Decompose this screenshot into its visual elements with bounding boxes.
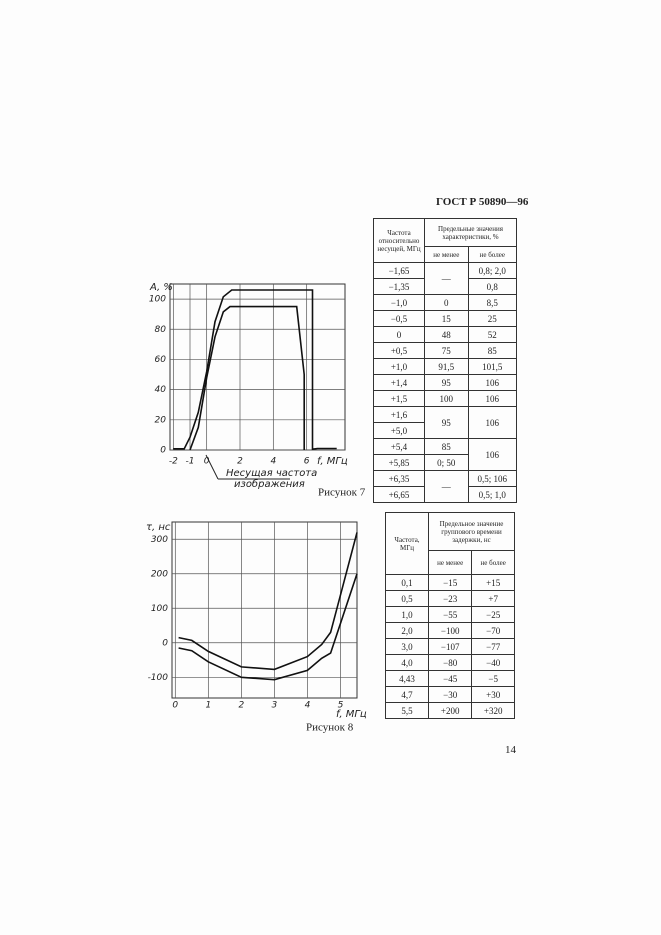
- x-axis-label: f, МГц: [336, 709, 367, 720]
- cell: +6,65: [373, 486, 425, 503]
- annotation: Несущая частота: [226, 468, 317, 479]
- annotation-leader: [205, 454, 219, 480]
- cell: −30: [427, 686, 473, 703]
- th: не более: [471, 550, 515, 575]
- curve: [189, 305, 305, 451]
- x-tick-label: 6: [304, 457, 310, 467]
- cell: +200: [427, 702, 473, 719]
- x-tick-label: 5: [338, 701, 344, 711]
- x-tick-label: 4: [305, 701, 311, 711]
- y-tick-label: -100: [148, 673, 169, 683]
- curve: [173, 289, 337, 451]
- curve: [178, 532, 358, 671]
- cell: 5,5: [385, 702, 429, 719]
- y-tick-label: 300: [151, 535, 168, 545]
- x-tick-label: 2: [237, 457, 243, 467]
- x-tick-label: 3: [272, 701, 278, 711]
- cell: 0; 50: [424, 454, 469, 471]
- y-tick-label: 20: [155, 415, 167, 425]
- cell: 8,5: [467, 294, 518, 311]
- doc-title: ГОСТ Р 50890—96: [436, 196, 529, 208]
- y-tick-label: 200: [151, 569, 168, 579]
- page-number: 14: [505, 744, 516, 756]
- x-tick-label: -2: [169, 457, 178, 467]
- cell: 106: [467, 406, 518, 439]
- cell: 85: [467, 342, 518, 359]
- y-tick-label: 40: [155, 385, 167, 395]
- th: Частота, МГц: [385, 512, 429, 575]
- y-tick-label: 100: [151, 604, 168, 614]
- cell: 106: [467, 438, 518, 471]
- x-tick-label: 4: [270, 457, 276, 467]
- y-tick-label: 80: [155, 325, 167, 335]
- x-tick-label: 0: [204, 457, 210, 467]
- x-tick-label: 0: [172, 701, 178, 711]
- cell: 0,8: [467, 278, 518, 295]
- figure-caption: Рисунок 7: [318, 487, 366, 499]
- x-tick-label: -1: [186, 457, 195, 467]
- cell: —: [424, 470, 469, 503]
- y-axis-label: τ, нс: [146, 522, 171, 533]
- cell: 0,5; 1,0: [467, 486, 518, 503]
- y-tick-label: 0: [160, 446, 166, 456]
- cell: +1,0: [373, 358, 425, 375]
- table-1: Частота относительно несущей, МГц Предель…: [373, 218, 518, 503]
- th: Частота относительно несущей, МГц: [373, 218, 425, 263]
- plot-frame: [171, 521, 358, 699]
- table-2: Частота, МГц Предельное значение группово…: [385, 512, 515, 719]
- th: Предельные значения характеристики, %: [424, 218, 517, 247]
- curve: [178, 573, 358, 681]
- annotation: изображения: [234, 478, 305, 490]
- y-tick-label: 100: [149, 295, 166, 305]
- figure-caption: Рисунок 8: [306, 722, 354, 734]
- x-axis-label: f, МГц: [317, 456, 348, 467]
- y-tick-label: 0: [162, 638, 168, 648]
- x-tick-label: 1: [205, 701, 211, 711]
- y-axis-label: A, %: [149, 282, 173, 293]
- plot-frame: [169, 283, 346, 451]
- y-tick-label: 60: [155, 355, 167, 365]
- cell: +6,35: [373, 470, 425, 487]
- th: не менее: [427, 550, 473, 575]
- cell: +320: [471, 702, 515, 719]
- x-tick-label: 2: [239, 701, 245, 711]
